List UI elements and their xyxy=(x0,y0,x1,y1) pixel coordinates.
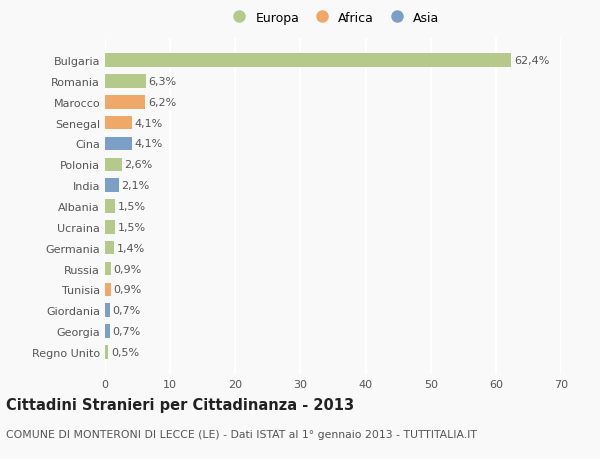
Bar xyxy=(105,221,115,234)
Bar xyxy=(105,54,511,68)
Text: 0,5%: 0,5% xyxy=(111,347,139,357)
Bar xyxy=(105,158,122,172)
Text: 62,4%: 62,4% xyxy=(514,56,550,66)
Text: 1,4%: 1,4% xyxy=(117,243,145,253)
Text: COMUNE DI MONTERONI DI LECCE (LE) - Dati ISTAT al 1° gennaio 2013 - TUTTITALIA.I: COMUNE DI MONTERONI DI LECCE (LE) - Dati… xyxy=(6,429,477,439)
Bar xyxy=(105,304,110,317)
Text: 1,5%: 1,5% xyxy=(118,222,146,232)
Text: 1,5%: 1,5% xyxy=(118,202,146,212)
Bar xyxy=(105,96,145,109)
Text: 0,7%: 0,7% xyxy=(112,306,140,315)
Bar xyxy=(105,117,132,130)
Text: 2,6%: 2,6% xyxy=(125,160,153,170)
Text: Cittadini Stranieri per Cittadinanza - 2013: Cittadini Stranieri per Cittadinanza - 2… xyxy=(6,397,354,412)
Bar xyxy=(105,75,146,89)
Bar xyxy=(105,262,111,276)
Bar xyxy=(105,325,110,338)
Text: 4,1%: 4,1% xyxy=(134,139,163,149)
Bar xyxy=(105,283,111,297)
Bar xyxy=(105,137,132,151)
Bar xyxy=(105,345,108,359)
Text: 0,9%: 0,9% xyxy=(113,264,142,274)
Text: 2,1%: 2,1% xyxy=(121,181,149,191)
Text: 0,7%: 0,7% xyxy=(112,326,140,336)
Legend: Europa, Africa, Asia: Europa, Africa, Asia xyxy=(222,7,444,30)
Bar xyxy=(105,200,115,213)
Bar xyxy=(105,241,114,255)
Bar xyxy=(105,179,119,192)
Text: 4,1%: 4,1% xyxy=(134,118,163,129)
Text: 6,3%: 6,3% xyxy=(149,77,177,87)
Text: 6,2%: 6,2% xyxy=(148,98,176,107)
Text: 0,9%: 0,9% xyxy=(113,285,142,295)
